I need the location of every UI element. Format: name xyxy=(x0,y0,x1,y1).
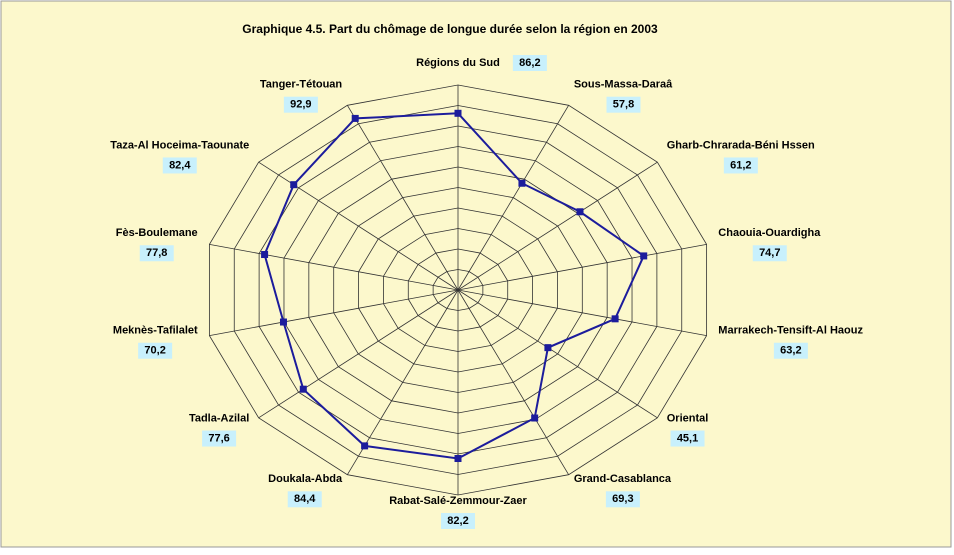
point-marker xyxy=(361,442,369,450)
point-marker xyxy=(261,251,269,259)
value-label-bg xyxy=(512,55,547,71)
value-label: 82,2 xyxy=(447,515,468,527)
value-label: 77,8 xyxy=(146,247,167,259)
value-label: 45,1 xyxy=(677,432,698,444)
value-label: 82,4 xyxy=(169,159,191,171)
value-label-bg xyxy=(670,430,705,447)
spoke xyxy=(457,289,707,337)
category-label: Chaouia-Ouardigha xyxy=(718,227,821,239)
category-label: Tanger-Tétouan xyxy=(260,79,343,91)
category-label: Sous-Massa-Daraâ xyxy=(574,79,673,91)
value-label: 61,2 xyxy=(730,159,751,171)
spoke xyxy=(209,243,459,291)
point-marker xyxy=(454,455,462,463)
spoke xyxy=(258,289,459,419)
category-label: Gharb-Chrarada-Béni Hssen xyxy=(667,139,815,151)
category-label: Taza-Al Hoceima-Taounate xyxy=(110,139,249,151)
point-marker xyxy=(299,385,307,393)
spoke xyxy=(457,161,658,291)
value-label-bg xyxy=(723,157,758,174)
category-label: Meknès-Tafilalet xyxy=(113,325,198,337)
value-label-bg xyxy=(287,491,322,508)
point-marker xyxy=(640,252,648,260)
value-label-bg xyxy=(138,342,173,359)
value-label-bg xyxy=(202,430,237,447)
spoke xyxy=(209,289,459,337)
point-marker xyxy=(454,109,462,117)
value-label: 74,7 xyxy=(759,247,780,259)
spoke xyxy=(457,289,658,419)
category-label: Oriental xyxy=(667,412,709,424)
point-marker xyxy=(279,318,287,326)
category-label: Tadla-Azilal xyxy=(189,412,249,424)
point-marker xyxy=(611,315,619,323)
point-marker xyxy=(518,179,526,187)
value-label: 57,8 xyxy=(613,99,634,111)
category-label: Grand-Casablanca xyxy=(574,473,672,485)
spoke xyxy=(457,289,569,475)
value-label-bg xyxy=(139,245,174,262)
category-label: Régions du Sud xyxy=(416,57,500,69)
value-label: 70,2 xyxy=(144,345,165,357)
value-label-bg xyxy=(773,342,808,359)
category-label: Rabat-Salé-Zemmour-Zaer xyxy=(389,495,527,507)
category-label: Marrakech-Tensift-Al Haouz xyxy=(718,325,863,337)
value-label: 86,2 xyxy=(519,57,540,69)
value-label-bg xyxy=(441,513,475,529)
value-label: 63,2 xyxy=(780,345,801,357)
chart-title: Graphique 4.5. Part du chômage de longue… xyxy=(242,22,658,36)
value-label-bg xyxy=(283,96,318,113)
point-marker xyxy=(544,344,552,352)
point-marker xyxy=(290,181,298,189)
point-marker xyxy=(576,208,584,216)
spoke xyxy=(347,105,459,291)
value-label-bg xyxy=(605,491,640,508)
value-label: 84,4 xyxy=(294,493,316,505)
category-label: Doukala-Abda xyxy=(268,473,343,485)
point-marker xyxy=(351,114,359,122)
spoke xyxy=(457,243,707,291)
value-label: 92,9 xyxy=(290,99,311,111)
spoke xyxy=(457,105,569,291)
value-label: 69,3 xyxy=(612,493,633,505)
category-label: Fès-Boulemane xyxy=(116,227,198,239)
point-marker xyxy=(531,414,539,422)
value-label: 77,6 xyxy=(208,432,229,444)
value-label-bg xyxy=(162,157,197,174)
value-label-bg xyxy=(752,245,787,262)
value-label-bg xyxy=(606,96,641,113)
